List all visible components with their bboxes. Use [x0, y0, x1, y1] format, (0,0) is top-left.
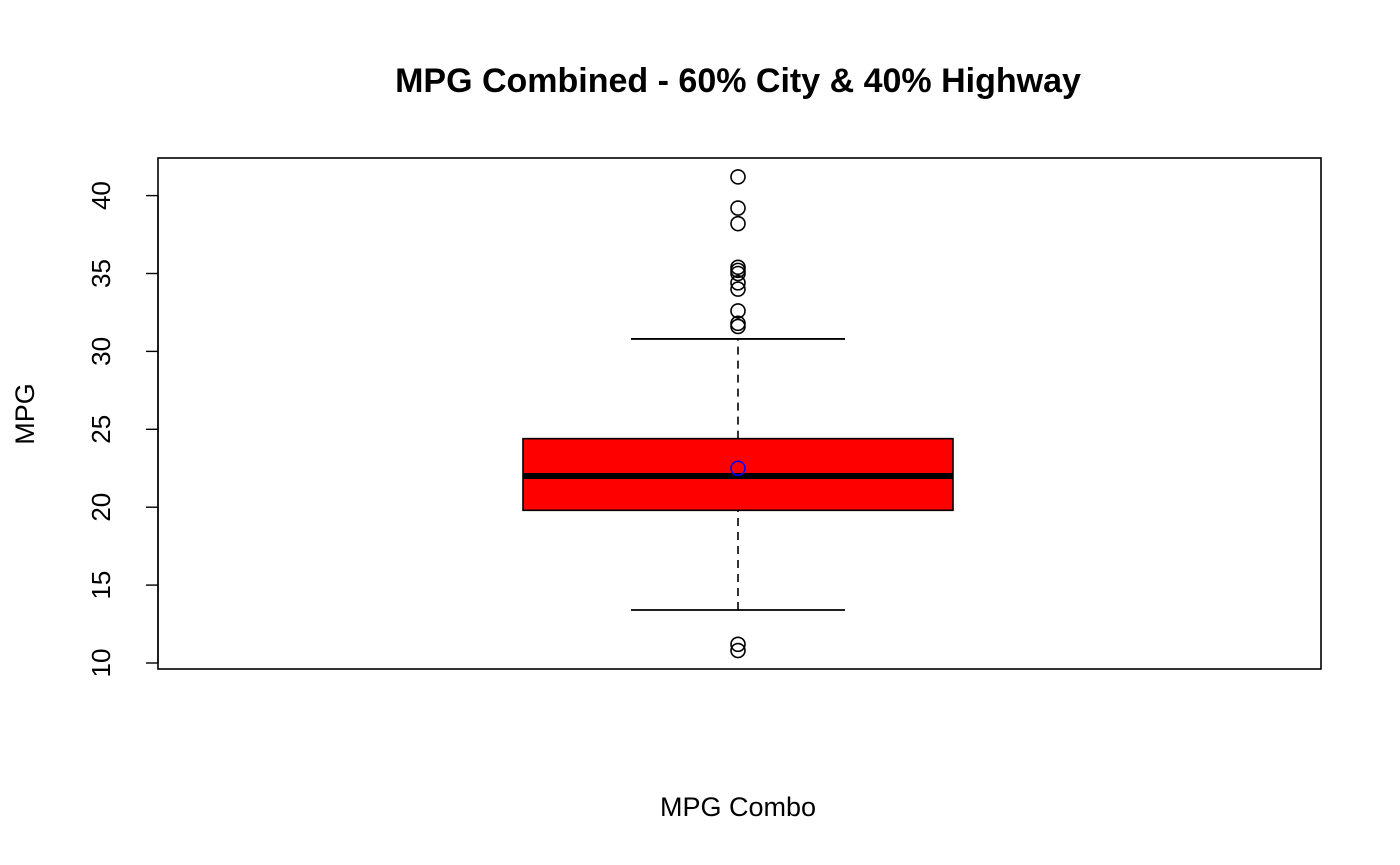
- outlier-points: [730, 169, 746, 659]
- outlier-point: [730, 642, 746, 659]
- y-tick-label: 20: [86, 493, 116, 522]
- outlier-point: [730, 200, 746, 216]
- y-tick-label: 40: [86, 181, 116, 210]
- outlier-point: [730, 281, 746, 297]
- y-axis-label: MPG: [10, 383, 40, 445]
- chart-title: MPG Combined - 60% City & 40% Highway: [395, 62, 1081, 100]
- x-axis-label: MPG Combo: [660, 792, 816, 822]
- outlier-point: [730, 636, 746, 653]
- y-tick-label: 10: [86, 649, 116, 678]
- y-tick-label: 25: [86, 415, 116, 444]
- outlier-point: [730, 215, 746, 232]
- box-plot: [522, 338, 954, 611]
- outlier-point: [730, 169, 746, 185]
- outlier-point: [730, 303, 746, 319]
- outlier-point: [730, 315, 746, 332]
- y-tick-label: 30: [86, 337, 116, 366]
- y-tick-label: 35: [86, 259, 116, 288]
- y-tick-label: 15: [86, 571, 116, 600]
- outlier-point: [730, 318, 746, 335]
- plot-frame: [157, 157, 1322, 670]
- mean-marker: [730, 460, 746, 477]
- outlier-point: [730, 275, 746, 291]
- y-axis: 10 15 20 25 30 35 40: [86, 181, 159, 678]
- outlier-point: [730, 259, 746, 276]
